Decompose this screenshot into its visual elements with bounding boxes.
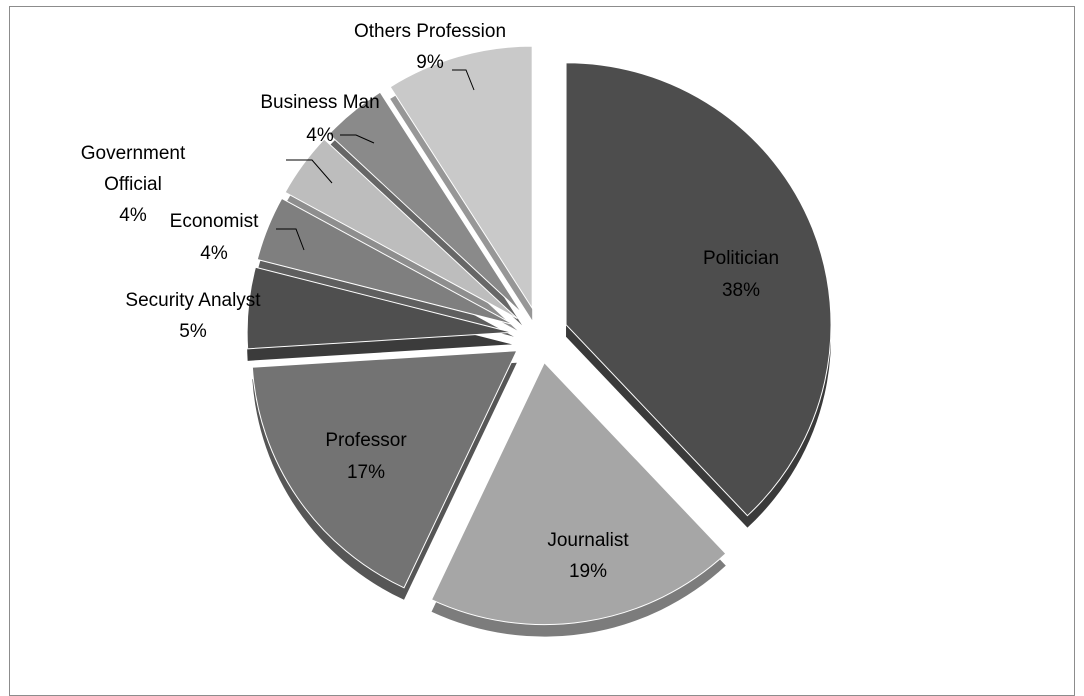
label-business-name: Business Man	[260, 92, 379, 113]
label-others-pct: 9%	[416, 52, 444, 73]
label-business-pct: 4%	[306, 125, 334, 146]
slice-government-official	[284, 138, 518, 319]
label-professor-pct: 17%	[347, 462, 385, 483]
pie-slices	[246, 45, 832, 637]
label-government-name-1: Government	[81, 143, 186, 164]
label-professor-name: Professor	[325, 430, 407, 451]
label-politician-name: Politician	[703, 248, 779, 269]
label-security-name: Security Analyst	[125, 290, 261, 311]
slice-economist	[256, 197, 515, 326]
slice-security-analyst	[246, 266, 513, 350]
label-economist-pct: 4%	[200, 243, 228, 264]
leader-others	[452, 69, 475, 91]
label-politician-pct: 38%	[722, 280, 760, 301]
pie-chart: Politician 38% Journalist 19% Professor …	[81, 21, 832, 637]
label-security-pct: 5%	[179, 321, 207, 342]
leader-government	[286, 159, 333, 184]
slice-business-man	[328, 91, 523, 314]
label-journalist-pct: 19%	[569, 561, 607, 582]
slice-professor	[251, 350, 518, 589]
slice-others-profession	[389, 45, 533, 310]
slice-politician	[565, 62, 832, 517]
label-others-name: Others Profession	[354, 21, 506, 42]
leader-business	[340, 134, 375, 144]
label-economist-name: Economist	[170, 211, 259, 232]
slice-journalist	[430, 361, 727, 626]
label-journalist-name: Journalist	[547, 530, 629, 551]
label-government-pct: 4%	[119, 205, 147, 226]
leader-economist	[276, 228, 305, 251]
label-government-name-2: Official	[104, 174, 162, 195]
